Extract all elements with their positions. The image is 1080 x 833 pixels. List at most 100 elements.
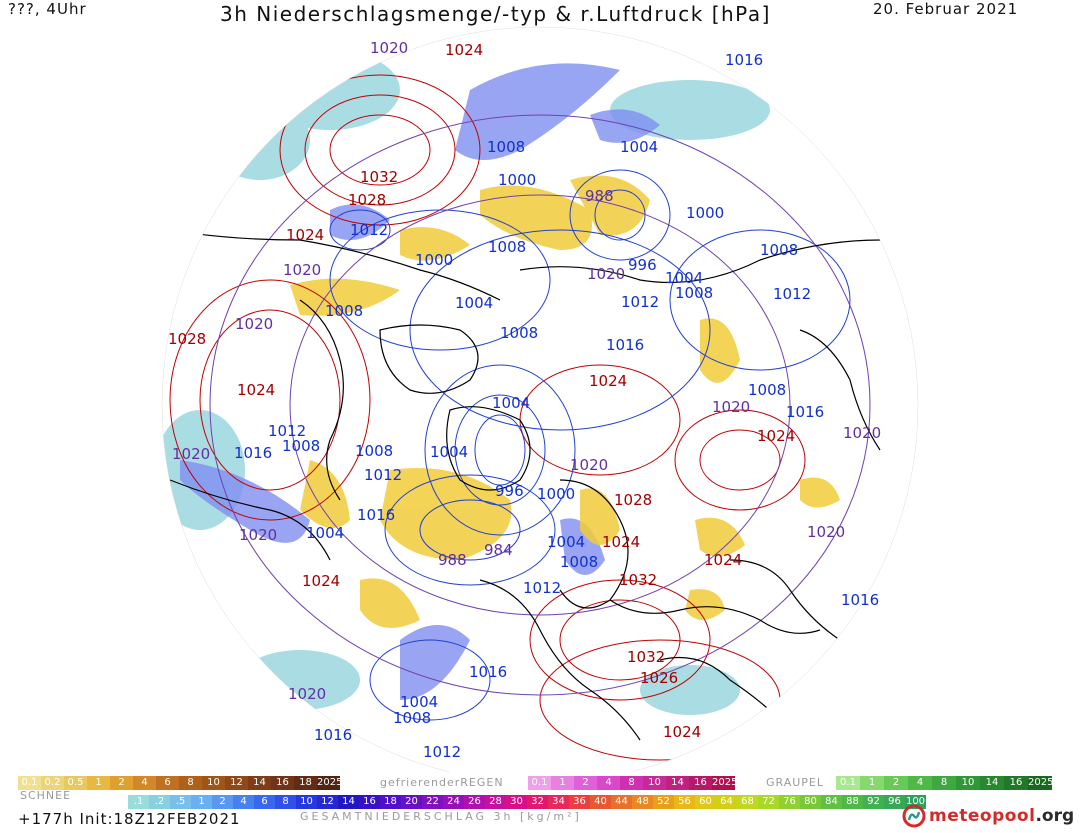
pressure-label: 1012 bbox=[423, 743, 461, 761]
legend-swatch: 34 bbox=[548, 795, 569, 809]
legend-swatch: 2025+ bbox=[712, 776, 735, 790]
pressure-label: 1012 bbox=[621, 293, 659, 311]
precipitation-areas bbox=[162, 50, 840, 715]
brand-logo[interactable]: meteopool .org bbox=[902, 802, 1074, 830]
pressure-label: 988 bbox=[438, 551, 467, 569]
legend-swatch: 80 bbox=[800, 795, 821, 809]
legend-swatch: 12 bbox=[317, 795, 338, 809]
pressure-label: 1012 bbox=[350, 221, 388, 239]
legend-swatch: 0.1 bbox=[836, 776, 860, 790]
legend-swatch: 10 bbox=[296, 795, 317, 809]
pressure-label: 1024 bbox=[663, 723, 701, 741]
legend-swatch: 60 bbox=[695, 795, 716, 809]
pressure-label: 1012 bbox=[364, 466, 402, 484]
pressure-label: 1004 bbox=[620, 138, 658, 156]
pressure-label: 1016 bbox=[841, 591, 879, 609]
legend-swatch: 4 bbox=[233, 795, 254, 809]
legend-swatch: 14 bbox=[338, 795, 359, 809]
legend-swatch: 96 bbox=[884, 795, 905, 809]
legend-swatch: 52 bbox=[653, 795, 674, 809]
pressure-label: 1012 bbox=[523, 579, 561, 597]
legend-swatch: 24 bbox=[443, 795, 464, 809]
legend-swatch: 1 bbox=[860, 776, 884, 790]
snow-legend-title: SCHNEE bbox=[20, 789, 72, 802]
pressure-label: 1016 bbox=[469, 663, 507, 681]
pressure-label: 1004 bbox=[665, 269, 703, 287]
pressure-label: 984 bbox=[484, 541, 513, 559]
pressure-label: 1024 bbox=[757, 427, 795, 445]
legend-swatch: 22 bbox=[422, 795, 443, 809]
legend-swatch: 1 bbox=[551, 776, 574, 790]
legend-swatch: 6 bbox=[254, 795, 275, 809]
legend-swatch: 40 bbox=[590, 795, 611, 809]
pressure-label: 1016 bbox=[357, 506, 395, 524]
pressure-label: 996 bbox=[628, 256, 657, 274]
legend-swatch: 14 bbox=[666, 776, 689, 790]
pressure-label: 1020 bbox=[712, 398, 750, 416]
legend-swatch: 26 bbox=[464, 795, 485, 809]
legend-swatch: 92 bbox=[863, 795, 884, 809]
legend-swatch: 32 bbox=[527, 795, 548, 809]
pressure-label: 1000 bbox=[686, 204, 724, 222]
pressure-label: 1024 bbox=[445, 41, 483, 59]
pressure-label: 1008 bbox=[487, 138, 525, 156]
pressure-label: 1020 bbox=[370, 39, 408, 57]
pressure-label: 1008 bbox=[325, 302, 363, 320]
total-precip-legend: .1.2.5 1 2 4 6 8 10 12 14 16 18 20 22 24 26 28 30 32 34 36 4… bbox=[128, 795, 926, 809]
model-run-info: +177h Init:18Z12FEB2021 bbox=[18, 810, 241, 828]
header-forecast-time: ???, 4Uhr bbox=[8, 0, 87, 18]
legend-swatch: 0.5 bbox=[64, 776, 87, 790]
legend-swatch: 68 bbox=[737, 795, 758, 809]
meteopool-logo-icon bbox=[902, 804, 926, 828]
graupel-legend-title: GRAUPEL bbox=[766, 776, 825, 789]
header-date: 20. Februar 2021 bbox=[873, 0, 1019, 18]
map-title: 3h Niederschlagsmenge/-typ & r.Luftdruck… bbox=[220, 2, 771, 26]
legend-swatch: 10 bbox=[956, 776, 980, 790]
pressure-label: 1008 bbox=[488, 238, 526, 256]
legend-swatch: 84 bbox=[821, 795, 842, 809]
legend-swatch: 2 bbox=[574, 776, 597, 790]
pressure-label: 1000 bbox=[498, 171, 536, 189]
pressure-label: 996 bbox=[495, 482, 524, 500]
pressure-label: 1008 bbox=[560, 553, 598, 571]
legend-swatch: .2 bbox=[149, 795, 170, 809]
pressure-label: 1020 bbox=[843, 424, 881, 442]
pressure-label: 1012 bbox=[773, 285, 811, 303]
pressure-label: 1020 bbox=[235, 315, 273, 333]
freezing-rain-legend-title: gefrierenderREGEN bbox=[380, 776, 504, 789]
pressure-label: 1016 bbox=[725, 51, 763, 69]
legend-swatch: 76 bbox=[779, 795, 800, 809]
pressure-label: 1020 bbox=[239, 526, 277, 544]
legend-swatch: 88 bbox=[842, 795, 863, 809]
pressure-label: 1008 bbox=[393, 709, 431, 727]
legend-swatch: 2 bbox=[110, 776, 133, 790]
pressure-label: 988 bbox=[585, 187, 614, 205]
pressure-label: 1020 bbox=[283, 261, 321, 279]
pressure-label: 1016 bbox=[314, 726, 352, 744]
pressure-label: 1016 bbox=[786, 403, 824, 421]
legend-swatch: 0.1 bbox=[18, 776, 41, 790]
legend-swatch: 4 bbox=[597, 776, 620, 790]
legend-swatch: 18 bbox=[294, 776, 317, 790]
pressure-label: 1024 bbox=[302, 572, 340, 590]
pressure-label: 1016 bbox=[234, 444, 272, 462]
snow-areas bbox=[290, 175, 840, 628]
pressure-label: 1008 bbox=[760, 241, 798, 259]
coastlines bbox=[169, 229, 881, 741]
total-precip-legend-title: GESAMTNIEDERSCHLAG 3h [kg/m²] bbox=[300, 810, 582, 823]
brand-name: meteopool bbox=[929, 806, 1036, 826]
pressure-label: 1000 bbox=[537, 485, 575, 503]
legend-swatch: 18 bbox=[380, 795, 401, 809]
legend-swatch: 0.2 bbox=[41, 776, 64, 790]
legend-swatch: 2025+ bbox=[317, 776, 340, 790]
pressure-label: 1024 bbox=[237, 381, 275, 399]
pressure-label: 1008 bbox=[282, 437, 320, 455]
legend-swatch: 0.1 bbox=[528, 776, 551, 790]
legend-swatch: 44 bbox=[611, 795, 632, 809]
pressure-label: 1000 bbox=[415, 251, 453, 269]
